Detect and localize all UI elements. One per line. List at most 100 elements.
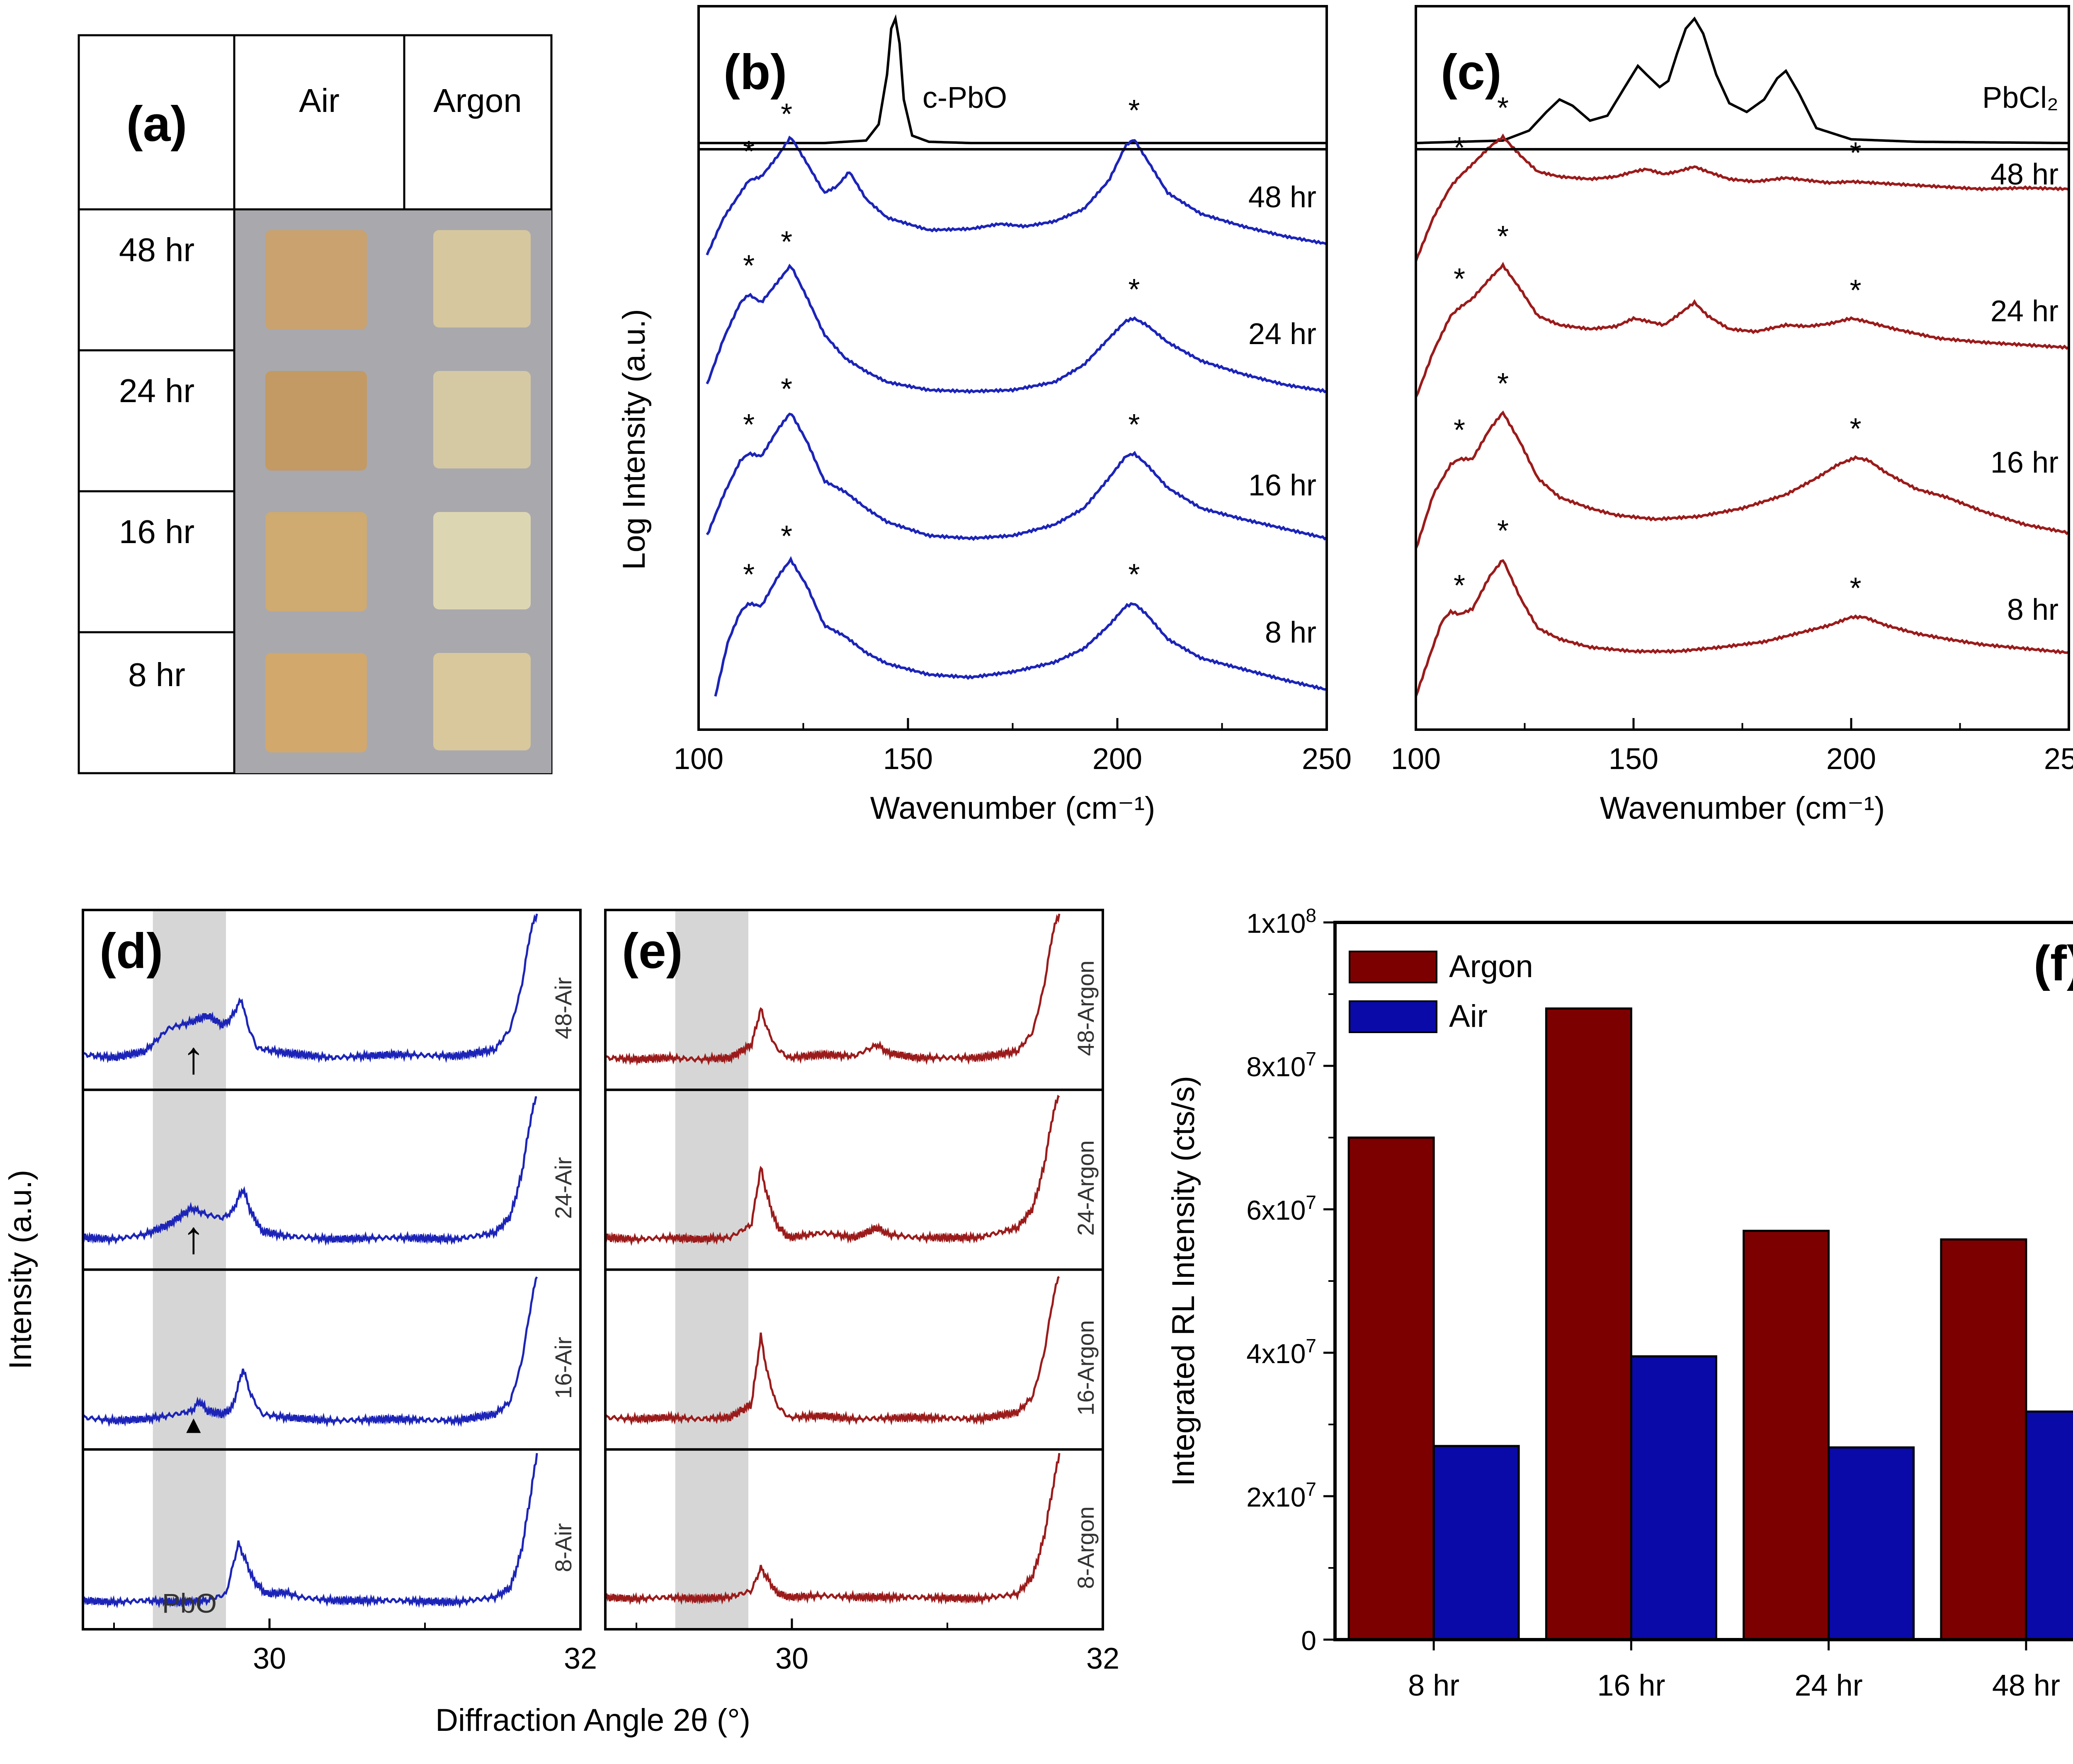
x-tick-label-32: 32: [1086, 1642, 1119, 1675]
x-tick-label-48-hr: 48 hr: [1992, 1669, 2060, 1702]
series-label-24-hr: 24 hr: [1990, 295, 2058, 328]
y-tick-exponent: 7: [1306, 1478, 1316, 1500]
x-axis-label: Diffraction Angle 2θ (°): [435, 1703, 750, 1738]
series-label-48-air: 48-Air: [550, 977, 576, 1039]
y-tick-exponent: 7: [1306, 1048, 1316, 1070]
marker-16-air: ▲: [181, 1410, 206, 1438]
panel-label-c: (c): [1441, 44, 1502, 100]
plot-frame: [1415, 5, 2070, 731]
y-tick-exponent: 7: [1306, 1191, 1316, 1213]
peak-asterisk-16-hr-2: *: [1850, 412, 1861, 446]
panel-b-raman-air: * * * 48 hr * * * 24 hr * * * 16 hr * * * 8 hr 100 150 200…: [617, 5, 1352, 826]
panel-a-table: (a) Air Argon 48 hr 24 hr 16 hr 8 hr: [78, 34, 553, 774]
x-tick-label-100: 100: [1391, 742, 1441, 776]
series-label-16-hr: 16 hr: [1990, 446, 2058, 479]
peak-asterisk-48-hr-2: *: [1850, 137, 1861, 170]
plot-frame: [82, 909, 582, 1631]
series-line-16-hr: [1415, 410, 2070, 549]
peak-asterisk-24-hr-0: *: [1454, 262, 1465, 296]
series-label-24-hr: 24 hr: [1248, 318, 1316, 351]
peak-asterisk-16-hr-0: *: [743, 408, 755, 442]
y-tick-label-40000000: 4x107: [1246, 1335, 1316, 1369]
panel-label-a: (a): [126, 96, 187, 152]
reference-label-c-pbo: c-PbO: [922, 81, 1007, 114]
series-label-8-hr: 8 hr: [1265, 616, 1316, 649]
x-tick-label-32: 32: [564, 1642, 597, 1675]
x-tick-label-24-hr: 24 hr: [1795, 1669, 1863, 1702]
series-line-48-argon: [604, 913, 1061, 1066]
reference-curve-pbcl: [1415, 16, 2069, 144]
peak-asterisk-24-hr-0: *: [743, 249, 755, 282]
marker-24-air: ↑: [182, 1212, 205, 1263]
series-line-24-argon: [604, 1094, 1060, 1246]
y-axis-label: Integrated RL Intensity (cts/s): [1166, 1076, 1201, 1486]
y-tick-label-80000000: 8x107: [1246, 1048, 1316, 1082]
series-label-16-hr: 16 hr: [1248, 469, 1316, 502]
panel-d-xrd-air: 48-Air 24-Air 16-Air 8-Air 30 32 (d) PbO ↑ ↑ ▲ Diff…: [3, 909, 750, 1738]
peak-asterisk-16-hr-1: *: [781, 373, 792, 406]
series-label-8-hr: 8 hr: [2007, 593, 2058, 626]
series-line-16-air: [82, 1276, 538, 1428]
y-tick-base: 8x10: [1246, 1051, 1306, 1082]
sample-swatches: [265, 230, 531, 752]
series-line-8-argon: [604, 1453, 1061, 1606]
y-tick-exponent: 8: [1306, 905, 1316, 926]
panel-f-bar-chart: 8 hr 16 hr 24 hr 48 hr02x1074x1076x1078x107…: [1166, 905, 2073, 1702]
series-label-8-argon: 8-Argon: [1073, 1507, 1099, 1589]
series-label-48-hr: 48 hr: [1248, 181, 1316, 214]
x-tick-label-250: 250: [1302, 742, 1352, 776]
bar-argon-16-hr: [1545, 1007, 1632, 1641]
swatch-argon-48-hr: [433, 230, 531, 328]
x-axis-label: Wavenumber (cm⁻¹): [1600, 791, 1885, 826]
series-label-24-air: 24-Air: [550, 1157, 576, 1219]
swatch-argon-24-hr: [433, 371, 531, 468]
y-tick-exponent: 7: [1306, 1335, 1316, 1356]
series-line-16-hr: [706, 412, 1328, 541]
series-line-8-air: [82, 1453, 538, 1609]
x-axis-label: Wavenumber (cm⁻¹): [870, 791, 1155, 826]
reference-label-pbcl: PbCl₂: [1982, 81, 2058, 114]
bar-air-48-hr: [2025, 1410, 2073, 1641]
panel-e-xrd-argon: 48-Argon 24-Argon 16-Argon 8-Argon 30 32 (e): [604, 909, 1119, 1675]
peak-asterisk-48-hr-0: *: [743, 135, 755, 168]
swatch-air-24-hr: [265, 371, 367, 471]
panel-c-raman-argon: ***48 hr***24 hr***16 hr***8 hr100150200…: [1391, 5, 2073, 826]
row-label-16hr: 16 hr: [119, 513, 194, 550]
panel-label-b: (b): [723, 44, 787, 100]
legend-swatch-argon: [1349, 951, 1437, 983]
peak-asterisk-24-hr-1: *: [781, 226, 792, 259]
column-header-air: Air: [299, 82, 340, 119]
series-line-48-hr: [706, 136, 1328, 256]
marker-48-air: ↑: [182, 1032, 205, 1083]
series-line-48-hr: [1415, 133, 2069, 262]
series-line-16-argon: [604, 1276, 1060, 1426]
y-tick-base: 2x10: [1246, 1482, 1306, 1512]
series-label-48-argon: 48-Argon: [1073, 961, 1099, 1056]
peak-asterisk-8-hr-2: *: [1850, 572, 1861, 605]
peak-asterisk-8-hr-1: *: [781, 520, 792, 553]
series-line-24-air: [82, 1096, 537, 1246]
bar-argon-24-hr: [1743, 1230, 1830, 1641]
peak-asterisk-48-hr-1: *: [781, 98, 792, 131]
bar-air-24-hr: [1828, 1446, 1915, 1641]
x-tick-label-200: 200: [1826, 742, 1876, 776]
peak-asterisk-16-hr-0: *: [1454, 414, 1465, 447]
y-tick-label-60000000: 6x107: [1246, 1191, 1316, 1225]
panel-label-d: (d): [100, 923, 163, 979]
panel-label-f: (f): [2034, 936, 2073, 991]
peak-asterisk-48-hr-2: *: [1128, 94, 1140, 127]
peak-asterisk-48-hr-1: *: [1497, 92, 1509, 125]
x-tick-label-8-hr: 8 hr: [1408, 1669, 1459, 1702]
swatch-air-8-hr: [265, 653, 367, 752]
series-label-24-argon: 24-Argon: [1073, 1140, 1099, 1235]
x-tick-label-200: 200: [1092, 742, 1142, 776]
column-header-argon: Argon: [433, 82, 522, 119]
swatch-argon-8-hr: [433, 653, 531, 750]
legend-swatch-air: [1349, 1000, 1437, 1033]
bar-air-16-hr: [1630, 1355, 1717, 1641]
plot-frame: [604, 909, 1104, 1631]
y-tick-label-0: 0: [1301, 1625, 1316, 1656]
reference-curve-c-pbo: [699, 14, 1327, 144]
series-line-8-hr: [1415, 559, 2069, 697]
